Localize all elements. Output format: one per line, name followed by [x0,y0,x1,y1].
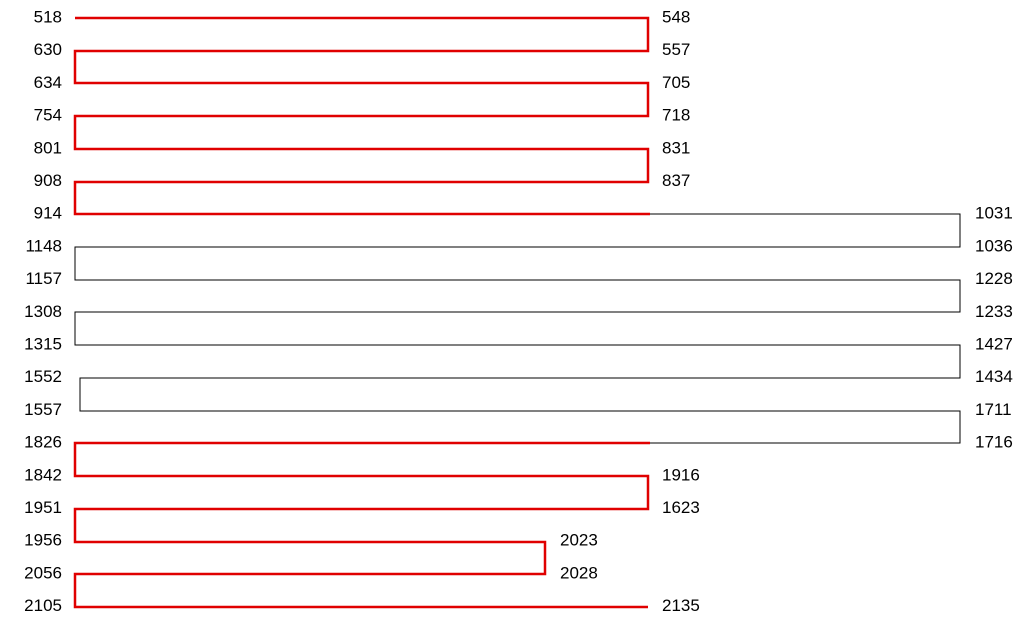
right-label: 2028 [560,563,598,582]
right-label: 1036 [975,236,1013,255]
left-label: 754 [34,106,62,125]
right-label: 548 [662,7,690,26]
route-red-bottom [73,441,650,609]
right-label: 837 [662,171,690,190]
right-label: 557 [662,40,690,59]
left-label: 1826 [24,433,62,452]
left-label: 1552 [24,367,62,386]
left-label: 1157 [25,269,62,288]
right-label: 831 [662,138,690,157]
left-label: 1557 [24,400,62,419]
left-label: 1956 [24,531,62,550]
right-label: 718 [662,106,690,125]
left-label: 2056 [24,563,62,582]
left-label: 1842 [24,465,62,484]
right-label: 1711 [975,400,1012,419]
left-label: 1315 [24,334,62,353]
route-red-top [73,16,650,216]
right-label: 1228 [975,269,1013,288]
right-label: 1233 [975,302,1013,321]
left-label: 630 [34,40,62,59]
left-label: 908 [34,171,62,190]
right-label: 1031 [975,204,1013,223]
right-label: 1916 [662,465,700,484]
right-label: 2135 [662,596,700,615]
right-label: 1434 [975,367,1013,386]
right-label: 1623 [662,498,700,517]
right-label: 1427 [975,334,1013,353]
left-label: 634 [34,73,62,92]
right-label: 2023 [560,531,598,550]
route-black [74,213,961,444]
left-label: 1308 [24,302,62,321]
right-label: 1716 [975,433,1013,452]
left-label: 914 [34,204,62,223]
left-label: 518 [34,7,62,26]
left-label: 1951 [24,498,62,517]
right-label: 705 [662,73,690,92]
left-label: 801 [34,138,62,157]
left-label: 2105 [24,596,62,615]
left-label: 1148 [25,236,62,255]
